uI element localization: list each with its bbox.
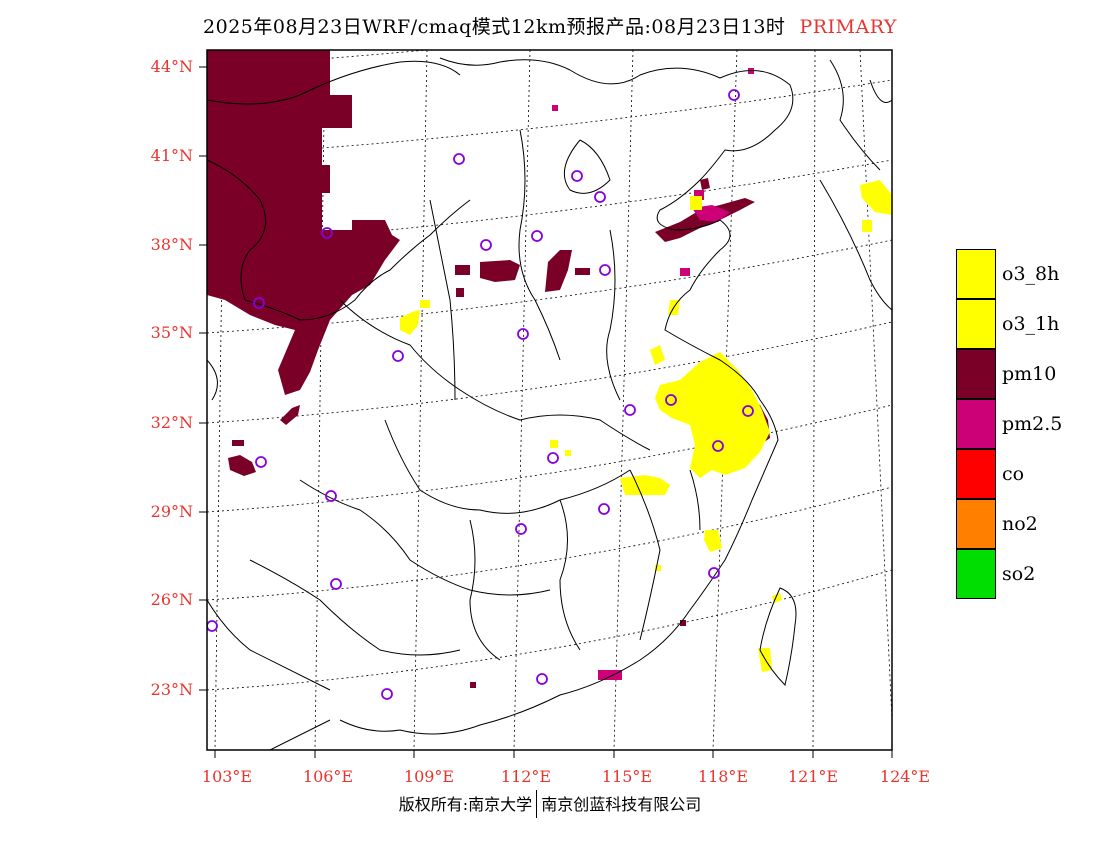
station-marker	[392, 350, 404, 362]
lat-tick-label: 26°N	[151, 590, 193, 609]
station-markers	[207, 89, 754, 700]
lon-tick-label: 106°E	[303, 767, 353, 786]
station-marker	[742, 405, 754, 417]
station-marker	[515, 523, 527, 535]
legend-swatch	[956, 549, 996, 599]
lat-labels: 44°N 41°N 38°N 35°N 32°N 29°N 26°N 23°N	[151, 57, 193, 699]
lon-tick-label: 118°E	[698, 767, 748, 786]
station-marker	[708, 567, 720, 579]
legend-swatch	[956, 399, 996, 449]
lon-tick-label: 103°E	[202, 767, 252, 786]
lat-tick-label: 23°N	[151, 680, 193, 699]
lon-tick-label: 115°E	[602, 767, 652, 786]
lon-tick-label: 124°E	[880, 767, 930, 786]
lat-tick-label: 38°N	[151, 235, 193, 254]
legend-swatch	[956, 499, 996, 549]
station-marker	[207, 620, 218, 632]
legend-label: o3_1h	[1002, 313, 1060, 335]
lat-tick-label: 44°N	[151, 57, 193, 76]
station-marker	[536, 673, 548, 685]
copyright-footer: 版权所有:南京大学 南京创蓝科技有限公司	[0, 789, 1100, 820]
station-marker	[321, 227, 333, 239]
station-marker	[517, 328, 529, 340]
station-marker	[531, 230, 543, 242]
lat-tick-label: 41°N	[151, 146, 193, 165]
copyright-right: 南京创蓝科技有限公司	[541, 795, 702, 814]
station-marker	[728, 89, 740, 101]
legend-swatch	[956, 249, 996, 299]
station-marker	[599, 264, 611, 276]
legend-swatch	[956, 349, 996, 399]
station-marker	[453, 153, 465, 165]
station-marker	[547, 452, 559, 464]
lat-tick-label: 32°N	[151, 413, 193, 432]
station-marker	[480, 239, 492, 251]
legend-label: so2	[1002, 563, 1036, 585]
station-marker	[624, 404, 636, 416]
legend-label: o3_8h	[1002, 263, 1060, 285]
station-marker	[571, 170, 583, 182]
station-marker	[598, 503, 610, 515]
tick-marks	[199, 66, 893, 758]
lat-tick-label: 35°N	[151, 323, 193, 342]
map-plot-area	[207, 50, 892, 750]
legend-label: co	[1002, 463, 1025, 485]
copyright-left: 版权所有:南京大学	[398, 795, 533, 814]
lon-labels: 103°E 106°E 109°E 112°E 115°E 118°E 121°…	[202, 767, 930, 786]
o3-areas	[400, 180, 892, 672]
station-marker	[665, 394, 677, 406]
lat-tick-label: 29°N	[151, 502, 193, 521]
boundaries	[207, 57, 892, 750]
map-frame	[206, 49, 893, 751]
title-variant: PRIMARY	[799, 16, 897, 38]
station-marker	[253, 297, 265, 309]
legend-label: pm2.5	[1002, 413, 1063, 435]
legend-swatch	[956, 449, 996, 499]
footer-divider	[536, 789, 538, 818]
station-marker	[325, 490, 337, 502]
legend-label: pm10	[1002, 363, 1057, 385]
station-marker	[594, 191, 606, 203]
station-marker	[381, 688, 393, 700]
title-text: 2025年08月23日WRF/cmaq模式12km预报产品:08月23日13时	[203, 16, 786, 38]
lon-tick-label: 112°E	[501, 767, 551, 786]
legend-swatch	[956, 299, 996, 349]
station-marker	[330, 578, 342, 590]
lon-tick-label: 121°E	[788, 767, 838, 786]
station-marker	[712, 440, 724, 452]
map-title: 2025年08月23日WRF/cmaq模式12km预报产品:08月23日13时 P…	[0, 12, 1100, 39]
station-marker	[255, 456, 267, 468]
pm10-areas	[207, 50, 770, 688]
legend-label: no2	[1002, 513, 1038, 535]
lon-tick-label: 109°E	[404, 767, 454, 786]
